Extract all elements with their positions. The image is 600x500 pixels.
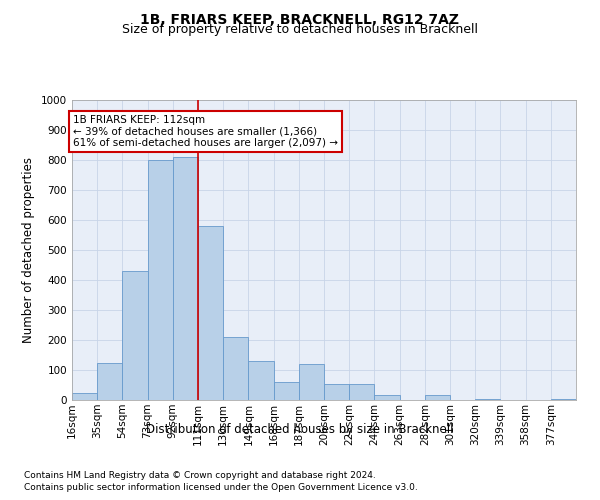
Bar <box>425 394 450 400</box>
Bar <box>122 271 148 400</box>
Bar <box>299 364 324 400</box>
Bar <box>97 362 122 400</box>
Bar <box>274 382 299 400</box>
Bar <box>148 160 173 400</box>
Bar <box>248 361 274 400</box>
Text: Size of property relative to detached houses in Bracknell: Size of property relative to detached ho… <box>122 22 478 36</box>
Bar <box>475 398 500 400</box>
Text: Contains public sector information licensed under the Open Government Licence v3: Contains public sector information licen… <box>24 484 418 492</box>
Bar <box>173 157 198 400</box>
Bar <box>324 384 349 400</box>
Text: 1B, FRIARS KEEP, BRACKNELL, RG12 7AZ: 1B, FRIARS KEEP, BRACKNELL, RG12 7AZ <box>140 12 460 26</box>
Bar <box>72 392 97 400</box>
Text: Contains HM Land Registry data © Crown copyright and database right 2024.: Contains HM Land Registry data © Crown c… <box>24 471 376 480</box>
Bar <box>551 398 576 400</box>
Bar <box>349 384 374 400</box>
Bar <box>223 337 248 400</box>
Text: Distribution of detached houses by size in Bracknell: Distribution of detached houses by size … <box>146 422 454 436</box>
Text: 1B FRIARS KEEP: 112sqm
← 39% of detached houses are smaller (1,366)
61% of semi-: 1B FRIARS KEEP: 112sqm ← 39% of detached… <box>73 115 338 148</box>
Bar <box>198 226 223 400</box>
Y-axis label: Number of detached properties: Number of detached properties <box>22 157 35 343</box>
Bar <box>374 394 400 400</box>
